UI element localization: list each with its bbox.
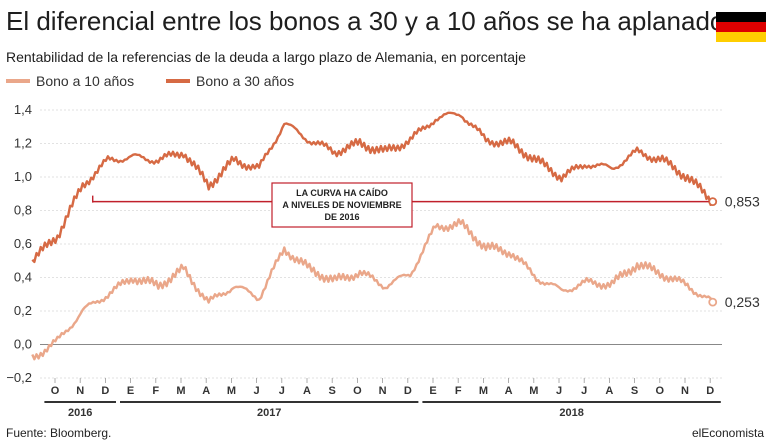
x-tick-label: N — [681, 385, 689, 397]
year-label: 2016 — [68, 407, 92, 419]
brand-logo-text: elEconomista — [691, 426, 764, 440]
x-tick-label: J — [556, 385, 562, 397]
legend-label-30y: Bono a 30 años — [196, 73, 295, 89]
germany-flag-icon — [716, 12, 766, 42]
x-tick-label: N — [379, 385, 387, 397]
y-tick-label: 0,2 — [14, 303, 32, 318]
x-tick-label: J — [581, 385, 587, 397]
series-end-point-30y — [708, 197, 718, 207]
x-tick-label: M — [529, 385, 538, 397]
y-tick-label: 0,4 — [14, 270, 32, 285]
x-tick-label: A — [303, 385, 311, 397]
x-tick-label: A — [202, 385, 210, 397]
legend-item-30y: Bono a 30 años — [166, 73, 294, 89]
x-tick-label: M — [176, 385, 185, 397]
series-line-10y — [31, 218, 714, 361]
x-tick-label: D — [706, 385, 714, 397]
x-tick-label: J — [254, 385, 260, 397]
y-tick-label: 0,6 — [14, 236, 32, 251]
y-tick-label: 1,4 — [14, 102, 32, 117]
x-tick-label: M — [227, 385, 236, 397]
x-tick-label: N — [76, 385, 84, 397]
x-tick-label: A — [605, 385, 613, 397]
chart-subtitle: Rentabilidad de la referencias de la deu… — [6, 49, 526, 65]
y-tick-label: 1,2 — [14, 136, 32, 151]
x-tick-label: F — [455, 385, 462, 397]
annotation-box — [271, 182, 413, 228]
annotation-text-line: DE 2016 — [324, 212, 359, 222]
x-tick-label: S — [631, 385, 638, 397]
x-tick-label: E — [127, 385, 134, 397]
legend-label-10y: Bono a 10 años — [36, 73, 135, 89]
page-title: El diferencial entre los bonos a 30 y a … — [6, 6, 725, 36]
annotation-text-line: A NIVELES DE NOVIEMBRE — [282, 200, 401, 210]
year-label: 2017 — [257, 407, 281, 419]
flag-stripe-black — [716, 12, 766, 22]
series-end-point-10y — [708, 297, 718, 307]
x-tick-label: O — [656, 385, 665, 397]
x-tick-label: S — [329, 385, 336, 397]
series-line-30y — [31, 111, 714, 264]
end-value-label-10y: 0,253 — [725, 294, 760, 310]
y-tick-label: 0,8 — [14, 203, 32, 218]
year-label: 2018 — [559, 407, 583, 419]
x-tick-label: J — [279, 385, 285, 397]
flag-stripe-red — [716, 22, 766, 32]
x-tick-label: O — [51, 385, 60, 397]
x-tick-label: O — [353, 385, 362, 397]
chart-series: 0,253 0,853 — [31, 111, 760, 361]
legend-item-10y: Bono a 10 años — [6, 73, 134, 89]
y-tick-label: −0,2 — [6, 370, 32, 385]
legend-swatch-30y — [166, 79, 190, 83]
x-tick-label: D — [101, 385, 109, 397]
x-tick-label: E — [429, 385, 436, 397]
x-tick-label: F — [152, 385, 159, 397]
x-tick-label: M — [479, 385, 488, 397]
chart-grid — [40, 109, 722, 379]
end-value-label-30y: 0,853 — [725, 194, 760, 210]
legend-swatch-10y — [6, 79, 30, 83]
flag-stripe-gold — [716, 32, 766, 42]
y-tick-label: 1,0 — [14, 169, 32, 184]
source-note: Fuente: Bloomberg. — [6, 426, 112, 440]
x-tick-label: A — [505, 385, 513, 397]
annotation-text-line: LA CURVA HA CAÍDO — [296, 188, 388, 198]
chart-axes: 1,4 1,2 1,0 0,8 0,6 0,4 0,2 0,0 −0,2 O N D E F M A M J J A S… — [6, 102, 721, 419]
y-tick-label: 0,0 — [14, 337, 32, 352]
chart-annotation: LA CURVA HA CAÍDO A NIVELES DE NOVIEMBRE D… — [92, 182, 709, 228]
x-tick-label: D — [404, 385, 412, 397]
